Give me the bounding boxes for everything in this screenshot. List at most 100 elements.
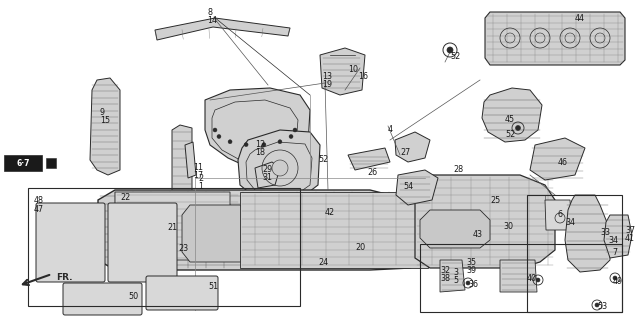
Circle shape <box>466 281 470 285</box>
Text: 45: 45 <box>505 115 515 124</box>
Polygon shape <box>348 148 390 170</box>
Text: 42: 42 <box>325 208 335 217</box>
Text: 52: 52 <box>318 155 328 164</box>
Text: 48: 48 <box>34 196 44 205</box>
Text: 33: 33 <box>600 228 610 237</box>
Text: 39: 39 <box>466 266 476 275</box>
Text: 26: 26 <box>367 168 377 177</box>
Circle shape <box>447 47 453 53</box>
Text: 43: 43 <box>473 230 483 239</box>
Bar <box>28 188 300 306</box>
Text: 50: 50 <box>128 292 138 301</box>
Text: 8: 8 <box>207 8 212 17</box>
Text: 25: 25 <box>490 196 500 205</box>
Bar <box>420 244 622 312</box>
Polygon shape <box>205 88 310 168</box>
Text: 24: 24 <box>318 258 328 267</box>
Text: 41: 41 <box>625 234 635 243</box>
Text: 18: 18 <box>255 148 265 157</box>
Polygon shape <box>115 192 240 260</box>
Text: 40: 40 <box>527 274 537 283</box>
Text: 2: 2 <box>198 174 203 183</box>
Text: 52: 52 <box>450 52 460 61</box>
Text: 38: 38 <box>440 274 450 283</box>
Polygon shape <box>185 142 196 178</box>
Bar <box>527 195 622 312</box>
Text: 22: 22 <box>120 193 130 202</box>
Text: 6: 6 <box>558 210 563 219</box>
FancyBboxPatch shape <box>146 276 218 310</box>
Circle shape <box>289 134 293 139</box>
Polygon shape <box>500 260 537 292</box>
Polygon shape <box>395 132 430 162</box>
Polygon shape <box>396 170 438 205</box>
Circle shape <box>272 160 288 176</box>
Text: 31: 31 <box>262 173 272 182</box>
Text: 3: 3 <box>453 268 458 277</box>
Text: 7: 7 <box>612 248 617 257</box>
Circle shape <box>595 303 599 307</box>
Text: 11: 11 <box>193 163 203 172</box>
Text: 54: 54 <box>403 182 413 191</box>
FancyBboxPatch shape <box>108 203 177 282</box>
Polygon shape <box>182 205 248 262</box>
Polygon shape <box>98 190 430 270</box>
Circle shape <box>217 134 221 139</box>
Text: 17: 17 <box>193 171 203 180</box>
Text: 10: 10 <box>348 65 358 74</box>
Text: 32: 32 <box>440 266 450 275</box>
Text: 35: 35 <box>466 258 476 267</box>
Text: 14: 14 <box>207 16 217 25</box>
Text: 23: 23 <box>178 244 188 253</box>
FancyBboxPatch shape <box>36 203 105 282</box>
Text: 37: 37 <box>625 226 635 235</box>
Text: 47: 47 <box>34 205 44 214</box>
Text: 36: 36 <box>468 280 478 289</box>
Polygon shape <box>46 158 56 168</box>
Text: 5: 5 <box>453 276 458 285</box>
Polygon shape <box>415 175 555 268</box>
Polygon shape <box>172 125 192 198</box>
Circle shape <box>262 143 266 147</box>
Text: 9: 9 <box>100 108 105 117</box>
Text: 19: 19 <box>322 80 332 89</box>
Polygon shape <box>604 215 632 258</box>
Polygon shape <box>530 138 585 180</box>
Circle shape <box>278 140 282 144</box>
Text: 30: 30 <box>503 222 513 231</box>
Circle shape <box>244 143 248 147</box>
Polygon shape <box>545 200 572 230</box>
Text: 28: 28 <box>453 165 463 174</box>
Text: 1: 1 <box>198 182 203 191</box>
Circle shape <box>516 125 521 131</box>
FancyBboxPatch shape <box>63 283 142 315</box>
Text: 49: 49 <box>613 277 623 286</box>
Polygon shape <box>320 48 365 95</box>
Circle shape <box>213 128 217 132</box>
Polygon shape <box>255 162 280 188</box>
Circle shape <box>536 278 540 282</box>
Text: 53: 53 <box>597 302 607 311</box>
Text: 27: 27 <box>400 148 410 157</box>
Text: 20: 20 <box>355 243 365 252</box>
Text: 46: 46 <box>558 158 568 167</box>
Circle shape <box>293 128 297 132</box>
Text: 13: 13 <box>322 72 332 81</box>
Polygon shape <box>240 192 428 268</box>
Bar <box>4 155 42 171</box>
Text: 15: 15 <box>100 116 110 125</box>
Text: 4: 4 <box>388 125 393 134</box>
Text: 34: 34 <box>608 236 618 245</box>
Polygon shape <box>155 18 290 40</box>
Text: 52: 52 <box>505 130 515 139</box>
Polygon shape <box>565 195 610 272</box>
Polygon shape <box>440 260 465 292</box>
Polygon shape <box>482 88 542 142</box>
Text: 34: 34 <box>565 218 575 227</box>
Circle shape <box>228 140 232 144</box>
Text: 21: 21 <box>167 223 177 232</box>
Polygon shape <box>420 210 490 248</box>
Text: 6·7: 6·7 <box>17 158 30 167</box>
Text: FR.: FR. <box>56 273 72 282</box>
Polygon shape <box>485 12 625 65</box>
